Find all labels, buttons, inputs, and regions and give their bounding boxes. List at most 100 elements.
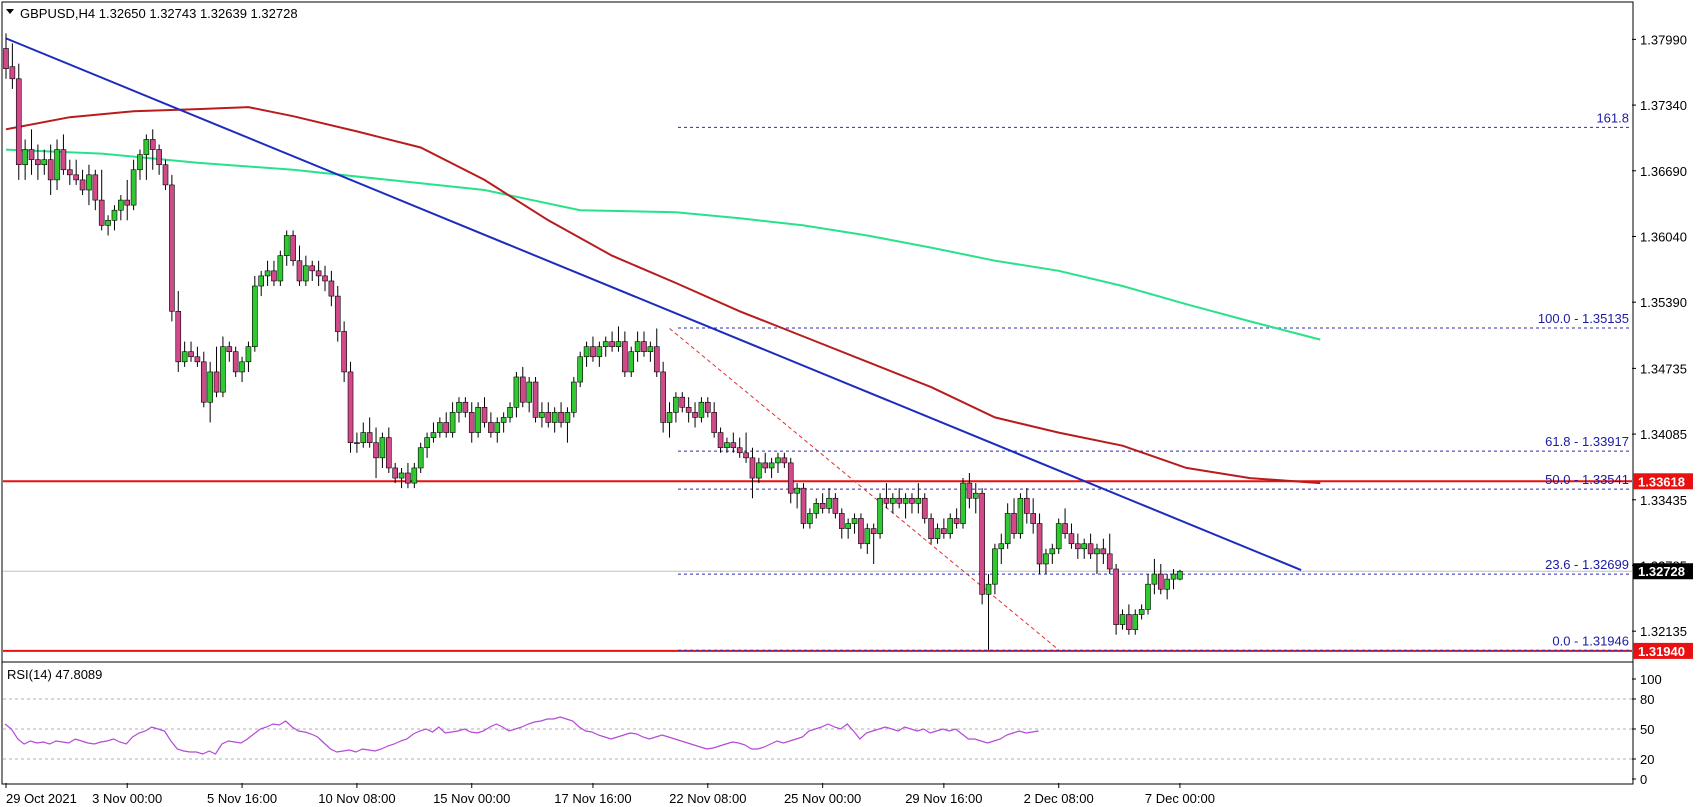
- candle-body: [590, 346, 596, 358]
- time-axis: 29 Oct 2021 3 Nov 00:00 5 Nov 16:00 10 Nov …: [5, 783, 1215, 806]
- candle-body: [883, 497, 890, 504]
- candle-body: [162, 164, 169, 186]
- candle-body: [137, 154, 143, 171]
- candle: [98, 169, 105, 231]
- candle: [698, 397, 705, 423]
- candle-body: [1062, 523, 1068, 534]
- candle-body: [181, 351, 188, 363]
- candle-body: [992, 548, 998, 585]
- candle-body: [341, 331, 347, 373]
- candle-body: [519, 376, 526, 403]
- candle-body: [92, 174, 99, 201]
- candle-body: [902, 497, 909, 504]
- candle: [519, 366, 526, 408]
- candle-body: [909, 497, 915, 504]
- candle-body: [775, 457, 781, 464]
- candle-body: [54, 149, 60, 181]
- candle: [1126, 604, 1132, 635]
- candle-body: [1030, 513, 1036, 524]
- candle: [468, 402, 475, 443]
- candle-body: [1087, 543, 1094, 555]
- fibonacci-levels: 161.8 100.0 - 1.35135 61.8 - 1.33917 50.0 -…: [669, 110, 1632, 651]
- candle-body: [290, 235, 296, 262]
- candle-body: [3, 48, 9, 69]
- candle-body: [494, 422, 501, 433]
- candle-body: [564, 412, 571, 423]
- candle: [532, 376, 539, 423]
- candle: [704, 397, 711, 418]
- candle-body: [717, 432, 724, 449]
- candle: [366, 417, 373, 448]
- candle: [481, 397, 488, 428]
- candle: [1113, 563, 1119, 635]
- candle: [1138, 604, 1145, 620]
- candle: [277, 250, 284, 287]
- candle-body: [277, 255, 284, 282]
- candle: [653, 328, 660, 377]
- candle: [143, 134, 150, 180]
- candle-body: [385, 437, 392, 469]
- candle: [1068, 523, 1075, 549]
- candle-body: [647, 346, 654, 353]
- candle-body: [271, 270, 277, 282]
- candle: [998, 533, 1005, 564]
- time-axis-label: 2 Dec 08:00: [1024, 791, 1094, 806]
- candle-body: [1004, 513, 1011, 545]
- candle: [1145, 574, 1151, 615]
- candle-body: [711, 412, 717, 433]
- candle-body: [698, 401, 705, 418]
- candle: [118, 195, 124, 221]
- candle: [660, 361, 666, 433]
- candle-body: [890, 497, 896, 504]
- candle-body: [468, 412, 475, 433]
- candle-body: [283, 235, 290, 256]
- candle-body: [673, 396, 679, 413]
- candle: [966, 473, 973, 509]
- candle-body: [328, 280, 335, 297]
- candle-body: [979, 492, 985, 595]
- candle: [775, 452, 781, 473]
- candle: [309, 260, 316, 281]
- candle: [73, 159, 79, 185]
- candle: [1170, 569, 1177, 590]
- candle: [488, 412, 494, 438]
- rsi-axis-label: 0: [1640, 772, 1647, 787]
- candle-body: [660, 371, 666, 423]
- candle-body: [86, 174, 92, 191]
- candle-body: [609, 341, 615, 347]
- moving-average-slow-line: [5, 148, 1321, 341]
- level-price-tag: [1633, 473, 1693, 490]
- candle-body: [615, 341, 622, 347]
- candle: [851, 513, 858, 534]
- candle: [756, 457, 762, 484]
- candle: [188, 341, 194, 362]
- candle: [67, 159, 73, 185]
- candle: [22, 139, 28, 180]
- candle: [711, 402, 717, 438]
- candle-body: [762, 462, 769, 469]
- candle: [3, 33, 9, 79]
- candle: [545, 402, 552, 428]
- candle-body: [1055, 523, 1062, 550]
- candle-body: [596, 346, 603, 358]
- symbol-dropdown-icon[interactable]: [6, 9, 14, 14]
- candle-body: [666, 412, 673, 423]
- candle-body: [972, 492, 979, 499]
- fib-swing-line: [669, 328, 1060, 651]
- candle: [634, 331, 641, 362]
- time-axis-label: 29 Oct 2021: [6, 791, 77, 806]
- candle-body: [424, 437, 430, 449]
- candle-body: [781, 457, 788, 464]
- candle: [500, 412, 507, 433]
- candle: [54, 139, 60, 190]
- candle: [1106, 533, 1113, 575]
- candle-body: [9, 66, 16, 80]
- candle: [124, 179, 131, 221]
- candle-body: [309, 265, 316, 272]
- fib-level-label: 161.8: [1596, 110, 1629, 125]
- candle: [717, 427, 724, 453]
- candle-body: [787, 462, 794, 494]
- candle-body: [1075, 543, 1081, 550]
- candle: [9, 43, 16, 89]
